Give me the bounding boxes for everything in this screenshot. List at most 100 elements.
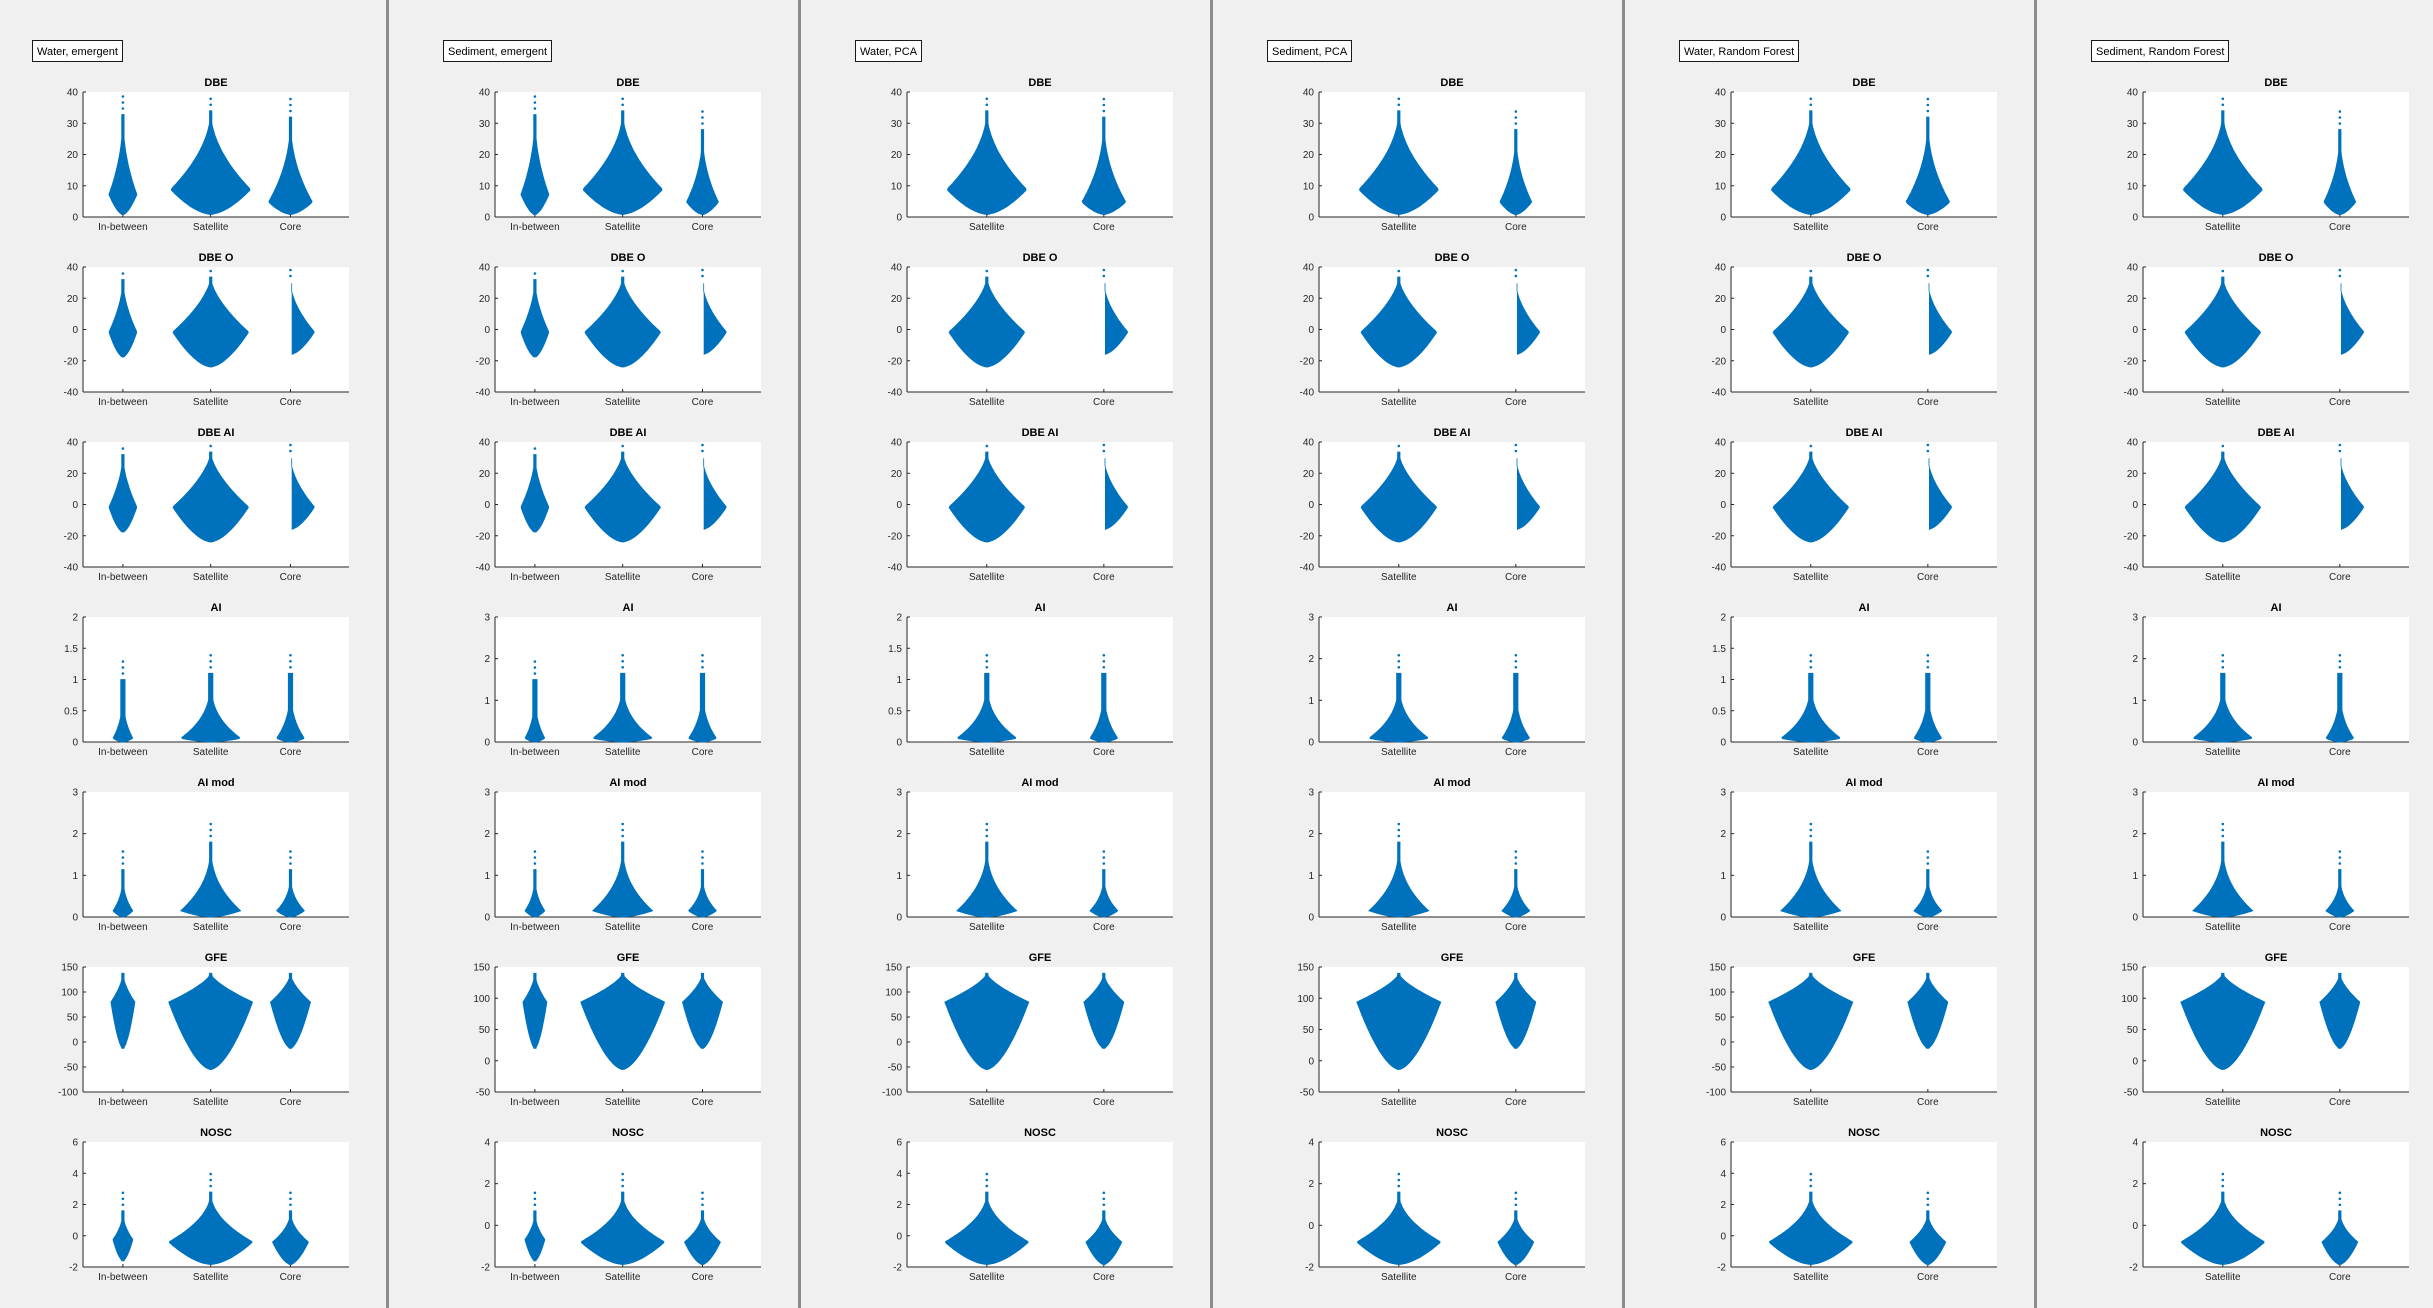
y-tick-label: 30 xyxy=(479,119,491,130)
outlier-point xyxy=(1926,97,1930,101)
violin-satellite xyxy=(591,841,654,918)
outlier-point xyxy=(2338,110,2342,113)
outlier-point xyxy=(1926,665,1930,669)
y-tick-label: 0 xyxy=(72,500,78,511)
outlier-point xyxy=(1926,103,1930,107)
subplot-title: AI xyxy=(1859,602,1870,614)
y-tick-label: 0 xyxy=(1308,500,1314,511)
x-tick-label: Satellite xyxy=(1381,222,1417,233)
x-tick-label: Core xyxy=(280,1097,302,1108)
subplot-title: DBE xyxy=(1852,77,1875,89)
outlier-point xyxy=(2338,856,2342,859)
subplot-title: DBE O xyxy=(1435,252,1470,264)
x-tick-label: Core xyxy=(2329,747,2351,758)
y-tick-label: 150 xyxy=(473,963,490,974)
y-tick-label: 20 xyxy=(67,294,79,305)
outlier-point xyxy=(701,850,704,853)
outlier-point xyxy=(533,1197,537,1201)
axes-background xyxy=(907,792,1173,917)
outlier-point xyxy=(621,444,624,448)
outlier-point xyxy=(1102,97,1106,101)
x-tick-label: Core xyxy=(1505,1272,1527,1283)
outlier-point xyxy=(209,1178,212,1182)
y-tick-label: 0 xyxy=(896,1231,902,1242)
x-tick-label: Core xyxy=(692,922,714,933)
y-tick-label: 4 xyxy=(484,1138,490,1149)
x-tick-label: Core xyxy=(280,222,302,233)
x-tick-label: Core xyxy=(2329,922,2351,933)
violin-core xyxy=(1907,972,1949,1049)
y-tick-label: 0 xyxy=(896,325,902,336)
violin-satellite xyxy=(169,1191,253,1265)
violin-in-between xyxy=(524,869,546,918)
y-tick-label: 3 xyxy=(2132,788,2138,799)
violin-core xyxy=(1501,869,1531,918)
outlier-point xyxy=(1809,1178,1813,1182)
outlier-point xyxy=(2221,1172,2225,1176)
y-tick-label: -2 xyxy=(481,1263,490,1274)
outlier-point xyxy=(289,97,292,101)
legend-box: Sediment, Random Forest xyxy=(2091,40,2230,62)
y-tick-label: 0 xyxy=(1308,213,1314,224)
y-tick-label: 0 xyxy=(896,913,902,924)
outlier-point xyxy=(1926,1203,1930,1207)
y-tick-label: 3 xyxy=(72,788,78,799)
y-tick-label: 2 xyxy=(1720,613,1726,624)
y-tick-label: 30 xyxy=(2127,119,2139,130)
outlier-point xyxy=(1809,1172,1813,1176)
y-tick-label: 100 xyxy=(61,988,78,999)
y-tick-label: 2 xyxy=(484,1179,490,1190)
outlier-point xyxy=(2338,862,2342,865)
outlier-point xyxy=(209,444,212,448)
x-tick-label: Satellite xyxy=(1381,922,1417,933)
y-tick-label: 20 xyxy=(891,294,903,305)
y-tick-label: 1.5 xyxy=(64,644,78,655)
violin-in-between xyxy=(520,454,550,533)
outlier-point xyxy=(209,822,212,826)
violin-satellite xyxy=(581,1191,665,1265)
subplot-title: NOSC xyxy=(200,1127,232,1139)
y-tick-label: 3 xyxy=(1720,788,1726,799)
x-tick-label: Satellite xyxy=(1793,222,1829,233)
y-tick-label: 40 xyxy=(1303,263,1315,274)
outlier-point xyxy=(289,665,292,669)
outlier-point xyxy=(2221,828,2225,832)
y-tick-label: -50 xyxy=(1712,1063,1727,1074)
y-tick-label: 20 xyxy=(1715,469,1727,480)
y-tick-label: 40 xyxy=(2127,438,2139,449)
x-tick-label: Core xyxy=(1505,1097,1527,1108)
outlier-point xyxy=(2338,659,2342,663)
y-tick-label: 20 xyxy=(891,150,903,161)
outlier-point xyxy=(209,1172,212,1176)
y-tick-label: 0 xyxy=(1308,325,1314,336)
violin-satellite xyxy=(957,672,1017,743)
violin-satellite xyxy=(947,110,1027,215)
outlier-point xyxy=(289,1191,292,1195)
y-tick-label: 1 xyxy=(72,871,78,882)
y-tick-label: 3 xyxy=(484,613,490,624)
x-tick-label: Satellite xyxy=(605,1097,641,1108)
y-tick-label: 0 xyxy=(1308,913,1314,924)
outlier-point xyxy=(533,856,537,859)
outlier-point xyxy=(209,653,212,657)
x-tick-label: Core xyxy=(1093,922,1115,933)
outlier-point xyxy=(1926,274,1930,278)
outlier-point xyxy=(2338,268,2342,272)
y-tick-label: 2 xyxy=(896,613,902,624)
violin-satellite xyxy=(1368,841,1430,918)
outlier-point xyxy=(533,666,537,669)
y-tick-label: 0 xyxy=(2132,325,2138,336)
y-tick-label: 4 xyxy=(2132,1138,2138,1149)
outlier-point xyxy=(2338,1203,2342,1207)
y-tick-label: 2 xyxy=(484,829,490,840)
x-tick-label: Core xyxy=(1093,572,1115,583)
violin-core xyxy=(1497,1210,1535,1265)
violin-satellite xyxy=(593,672,653,743)
violin-core xyxy=(2321,1210,2359,1265)
y-tick-label: 30 xyxy=(1715,119,1727,130)
outlier-point xyxy=(1926,856,1930,859)
x-tick-label: Core xyxy=(280,747,302,758)
violin-satellite xyxy=(2192,841,2254,918)
outlier-point xyxy=(2338,1197,2342,1201)
violin-core xyxy=(1104,458,1128,530)
